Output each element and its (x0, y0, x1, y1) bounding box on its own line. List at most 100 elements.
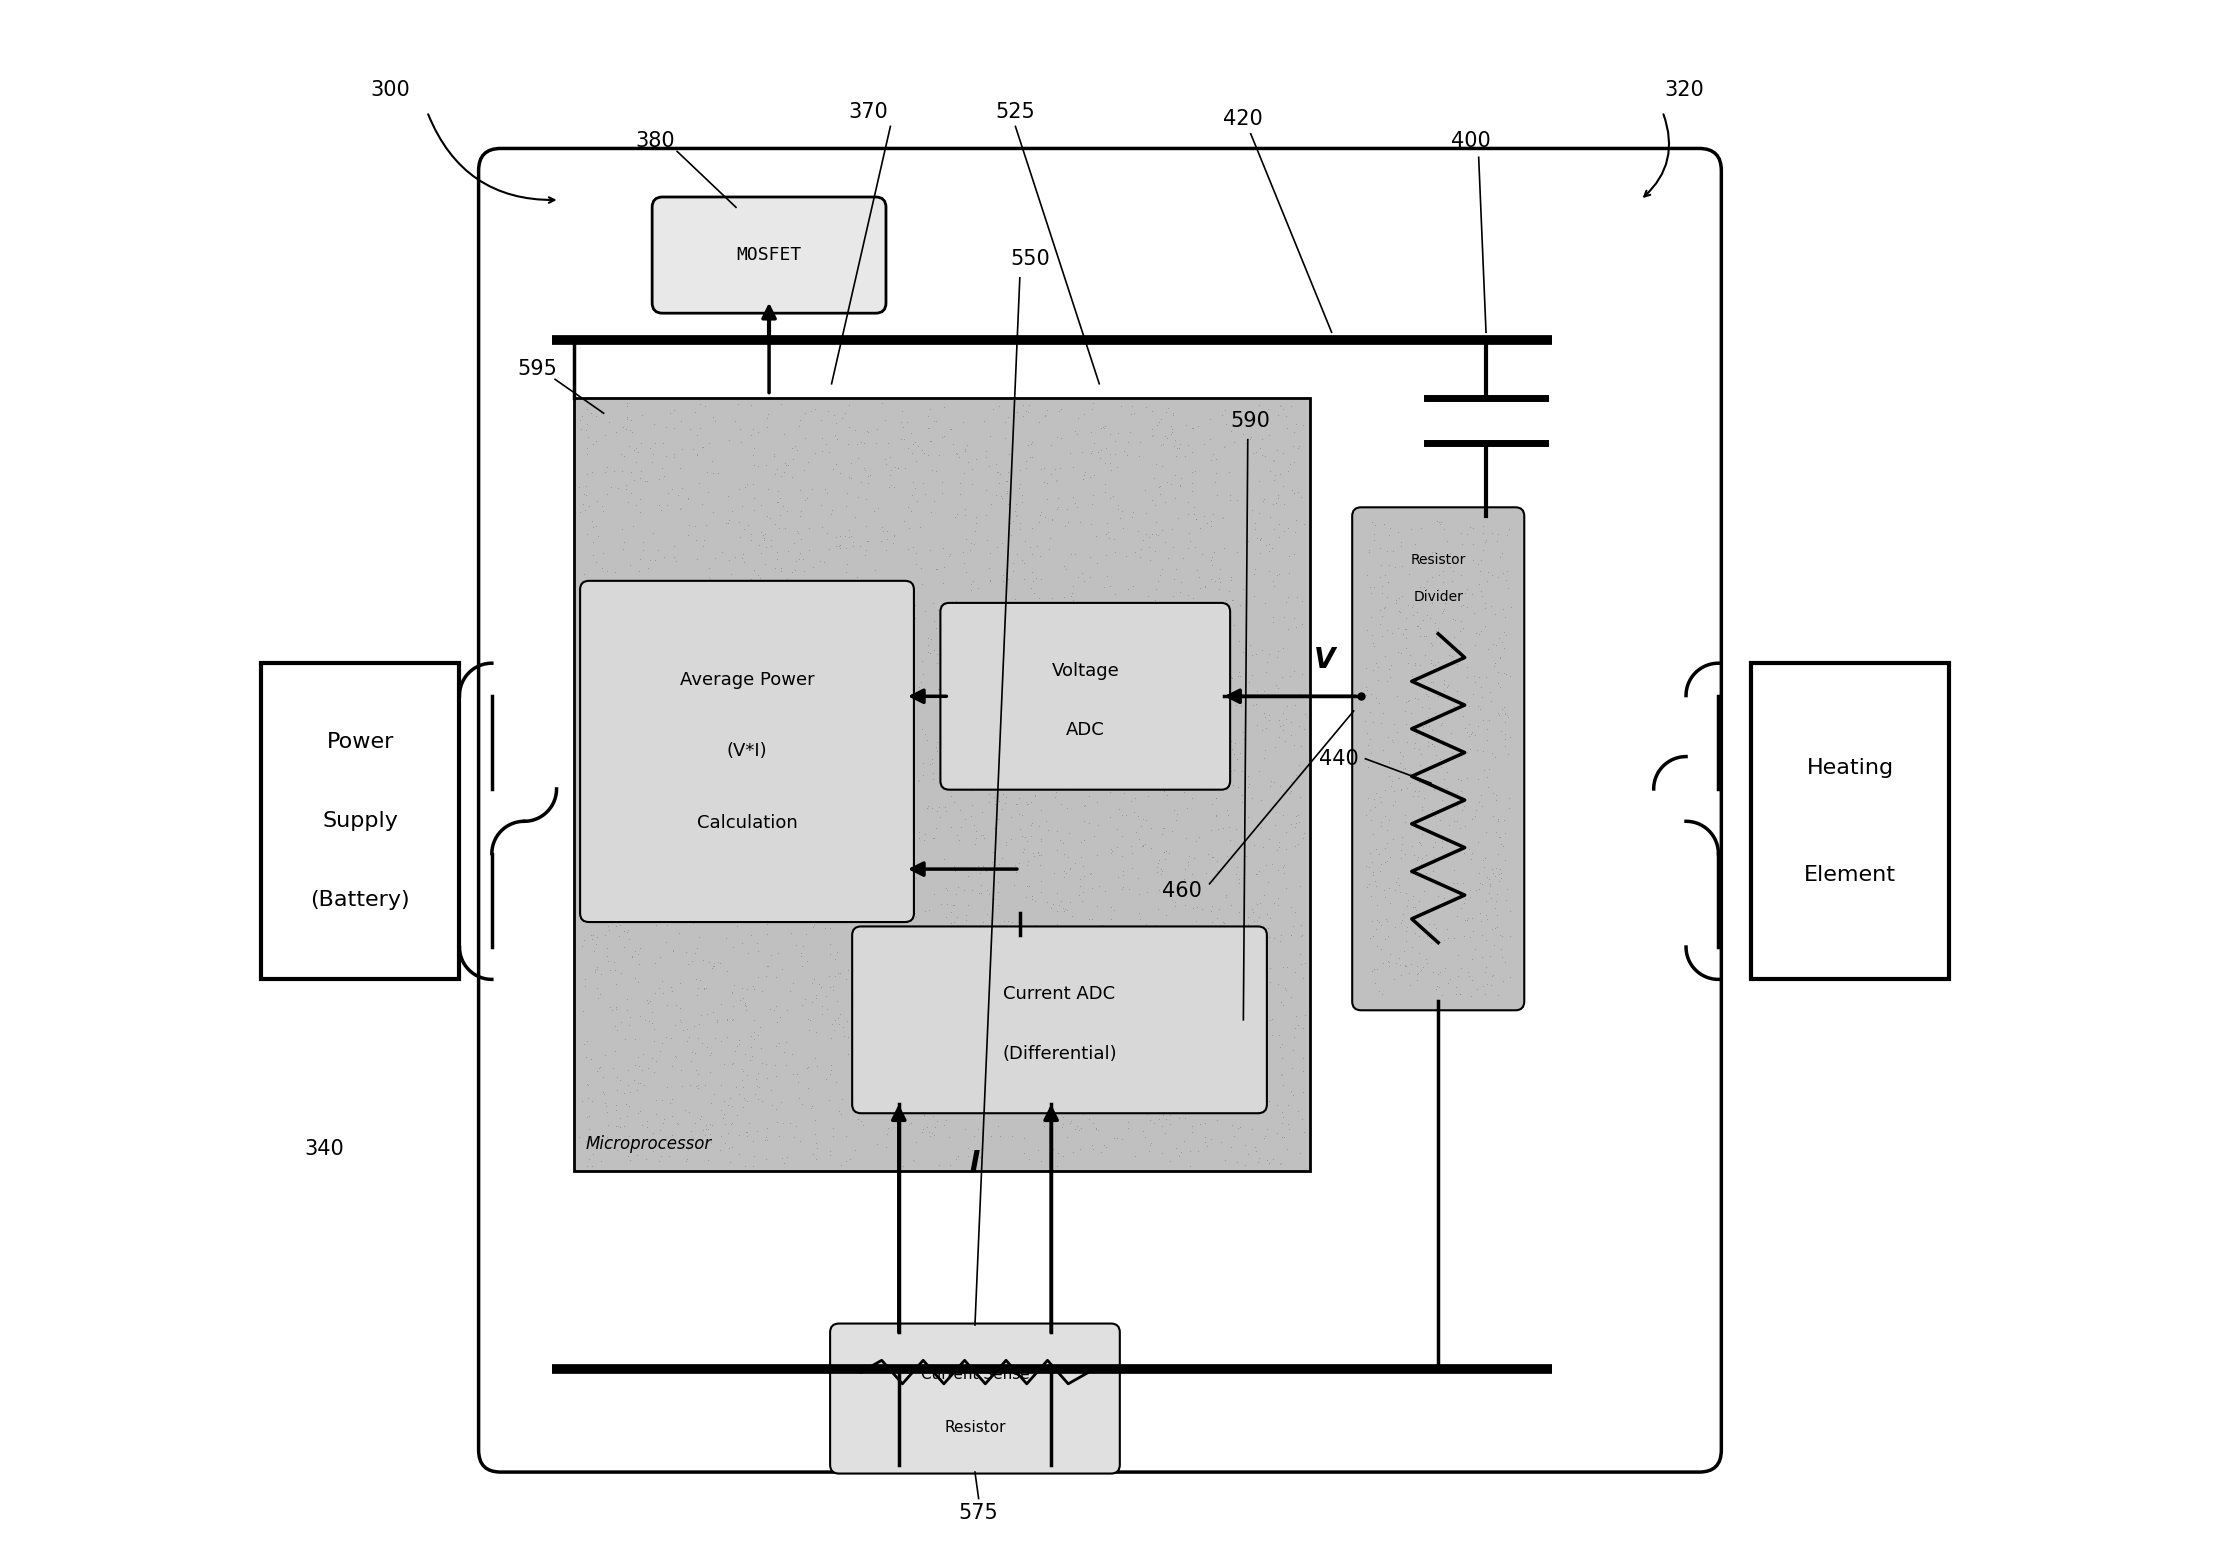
Point (1262, 394, 1298, 419)
Point (709, 925, 744, 950)
Point (942, 481, 978, 506)
Point (593, 998, 629, 1023)
Point (1229, 1061, 1264, 1086)
Point (1220, 540, 1255, 565)
Point (655, 441, 691, 466)
Point (635, 412, 671, 436)
Point (1053, 1108, 1089, 1132)
Point (1067, 463, 1102, 487)
Point (662, 837, 698, 862)
Point (1280, 480, 1315, 504)
Point (667, 702, 702, 727)
Point (1482, 857, 1518, 882)
Point (951, 893, 987, 917)
Point (984, 781, 1020, 806)
Point (1193, 818, 1229, 843)
Point (1233, 633, 1269, 657)
Point (1207, 1148, 1242, 1173)
Point (1140, 896, 1175, 920)
Point (933, 541, 969, 566)
Point (584, 493, 620, 518)
Point (911, 897, 947, 922)
Point (764, 558, 800, 583)
Point (1231, 775, 1267, 800)
Point (1355, 521, 1391, 546)
Point (691, 432, 727, 456)
Point (1435, 871, 1471, 896)
Point (967, 1016, 1002, 1041)
Point (1122, 1078, 1158, 1103)
Point (1211, 729, 1247, 753)
Point (1200, 897, 1235, 922)
Point (1349, 678, 1384, 702)
Point (1275, 1038, 1311, 1063)
Point (1231, 1142, 1267, 1166)
Point (940, 874, 975, 899)
Point (711, 1135, 747, 1160)
Point (795, 606, 831, 631)
Point (1393, 763, 1429, 787)
Point (1020, 1052, 1055, 1077)
Point (1075, 439, 1111, 464)
Point (918, 1064, 953, 1089)
Point (1267, 473, 1302, 498)
Point (1378, 588, 1413, 613)
Point (831, 524, 867, 549)
Point (571, 818, 607, 843)
Point (1082, 913, 1118, 937)
Point (775, 640, 811, 665)
Point (1184, 896, 1220, 920)
Point (1480, 882, 1515, 907)
Point (1349, 746, 1384, 770)
Point (920, 597, 955, 622)
Point (1351, 540, 1387, 565)
Point (1144, 1103, 1180, 1128)
Point (893, 571, 929, 596)
Point (1002, 1041, 1038, 1066)
Point (1064, 466, 1100, 490)
Point (1389, 636, 1424, 661)
Point (1427, 893, 1462, 917)
Point (1115, 661, 1151, 685)
Point (644, 430, 680, 455)
Point (1180, 693, 1215, 718)
Point (811, 1088, 847, 1112)
Point (644, 456, 680, 481)
Point (1011, 637, 1047, 662)
Point (1073, 419, 1109, 444)
Point (851, 914, 887, 939)
Point (624, 736, 660, 761)
Point (1095, 1088, 1131, 1112)
Point (1215, 772, 1251, 797)
Point (638, 692, 673, 716)
Point (1442, 956, 1478, 981)
Point (622, 486, 658, 511)
Point (689, 848, 724, 873)
Point (1273, 811, 1309, 835)
Point (818, 840, 853, 865)
Point (1118, 1143, 1153, 1168)
Point (1200, 817, 1235, 842)
Point (1153, 1112, 1189, 1137)
Point (1269, 707, 1304, 732)
Point (707, 820, 742, 845)
Point (853, 1027, 889, 1052)
Point (1120, 803, 1155, 828)
Point (1411, 684, 1447, 709)
Point (1013, 430, 1049, 455)
Point (1271, 617, 1307, 642)
Point (733, 922, 769, 947)
Point (1191, 1015, 1227, 1040)
Point (953, 1063, 989, 1088)
Point (1022, 843, 1058, 868)
Point (804, 975, 840, 999)
Point (1362, 791, 1398, 815)
Point (1393, 834, 1429, 859)
Point (662, 1058, 698, 1083)
Point (662, 408, 698, 433)
Point (742, 579, 778, 603)
Point (1020, 623, 1055, 648)
Point (707, 760, 742, 784)
Point (1264, 1151, 1300, 1176)
Point (722, 896, 758, 920)
